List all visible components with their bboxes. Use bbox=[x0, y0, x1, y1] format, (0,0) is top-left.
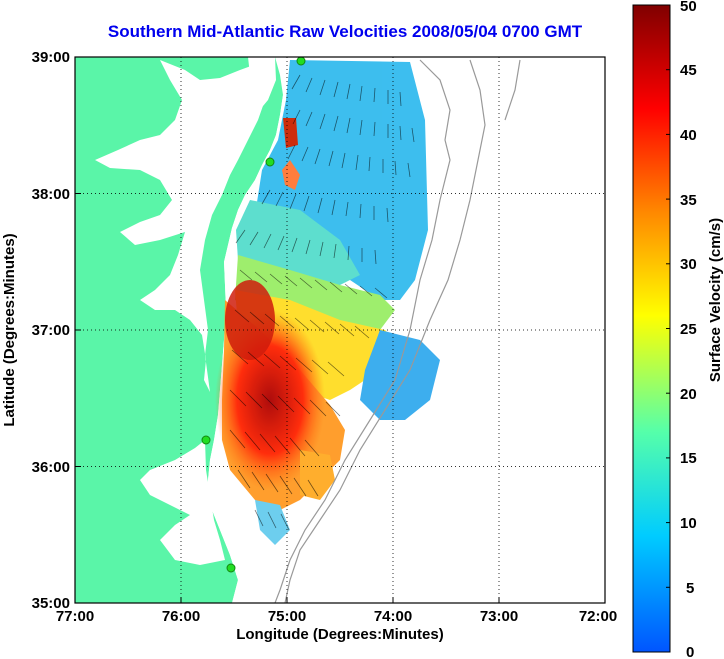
colorbar bbox=[632, 4, 671, 653]
x-tick-label: 73:00 bbox=[480, 608, 518, 625]
y-axis-label: Latitude (Degrees:Minutes) bbox=[1, 233, 18, 426]
y-tick-label: 38:00 bbox=[32, 186, 70, 203]
x-tick-label: 74:00 bbox=[374, 608, 412, 625]
colorbar-tick-label: 10 bbox=[680, 515, 697, 532]
colorbar-tick-label: 30 bbox=[680, 256, 697, 273]
radar-sites bbox=[201, 56, 306, 573]
colorbar-tick-label: 40 bbox=[680, 127, 697, 144]
colorbar-tick-label: 50 bbox=[680, 0, 697, 15]
radar-site-marker bbox=[296, 56, 306, 66]
y-tick-label: 35:00 bbox=[32, 595, 70, 612]
colorbar-tick-label: 25 bbox=[680, 321, 697, 338]
grid bbox=[75, 57, 605, 603]
colorbar-tick-label: 45 bbox=[680, 62, 697, 79]
velocity-field bbox=[215, 60, 440, 545]
x-tick-label: 72:00 bbox=[579, 608, 617, 625]
velocity-vectors bbox=[229, 74, 415, 531]
y-tick-label: 36:00 bbox=[32, 459, 70, 476]
x-tick-label: 77:00 bbox=[56, 608, 94, 625]
colorbar-label: Surface Velocity (cm/s) bbox=[707, 218, 724, 382]
colorbar-tick-label: 5 bbox=[686, 580, 694, 597]
colorbar-ticks bbox=[666, 4, 670, 653]
colorbar-tick-label: 20 bbox=[680, 386, 697, 403]
axis-ticks bbox=[74, 56, 606, 604]
colorbar-tick-label: 15 bbox=[680, 450, 697, 467]
radar-site-marker bbox=[201, 435, 211, 445]
x-axis-label: Longitude (Degrees:Minutes) bbox=[236, 626, 444, 643]
y-tick-label: 37:00 bbox=[32, 322, 70, 339]
radar-site-marker bbox=[226, 563, 236, 573]
pamlico-sound bbox=[140, 440, 225, 565]
map-title: Southern Mid-Atlantic Raw Velocities 200… bbox=[107, 22, 583, 41]
colorbar-tick-label: 0 bbox=[686, 644, 694, 659]
radar-site-marker bbox=[265, 157, 275, 167]
bathymetry-contours bbox=[274, 59, 521, 603]
x-tick-label: 75:00 bbox=[268, 608, 306, 625]
y-tick-label: 39:00 bbox=[32, 49, 70, 66]
colorbar-tick-label: 35 bbox=[680, 192, 697, 209]
x-tick-label: 76:00 bbox=[162, 608, 200, 625]
delaware-bay bbox=[248, 57, 276, 112]
